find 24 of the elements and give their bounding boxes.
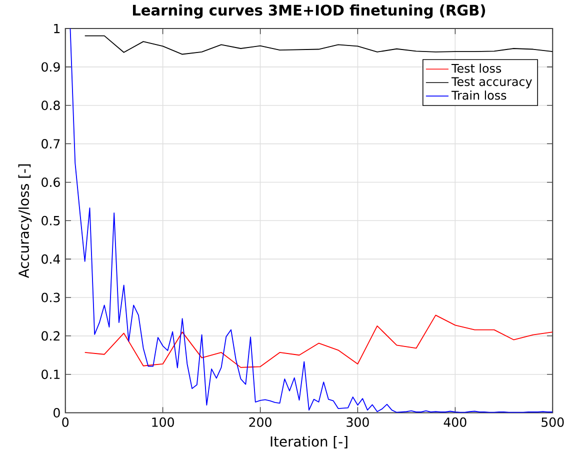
y-tick-label: 0.5 <box>42 216 60 226</box>
legend-label: Test accuracy <box>451 77 532 88</box>
x-tick-label: 500 <box>542 417 564 427</box>
x-tick-label: 100 <box>152 417 174 427</box>
x-tick-label: 400 <box>444 417 466 427</box>
y-axis-title: Accuracy/loss [-] <box>18 164 32 278</box>
y-tick-label: 0.1 <box>42 369 60 379</box>
x-tick-label: 200 <box>249 417 272 427</box>
y-tick-label: 0.7 <box>42 138 60 148</box>
line-series <box>84 314 553 368</box>
y-tick-label: 0 <box>54 408 60 418</box>
y-tick-label: 0.8 <box>42 100 60 110</box>
y-tick-label: 0.9 <box>42 62 60 72</box>
x-tick-label: 300 <box>346 417 369 427</box>
y-tick-label: 1 <box>54 24 60 33</box>
y-tick-label: 0.3 <box>42 292 60 302</box>
y-tick-label: 0.4 <box>42 254 60 264</box>
legend-label: Test loss <box>451 63 502 73</box>
chart-title: Learning curves 3ME+IOD finetuning (RGB) <box>132 4 486 18</box>
y-tick-label: 0.2 <box>42 331 60 341</box>
x-axis-title: Iteration [-] <box>270 436 348 448</box>
legend-label: Train loss <box>451 90 506 100</box>
y-tick-label: 0.6 <box>42 177 60 187</box>
x-tick-label: 0 <box>62 417 69 427</box>
